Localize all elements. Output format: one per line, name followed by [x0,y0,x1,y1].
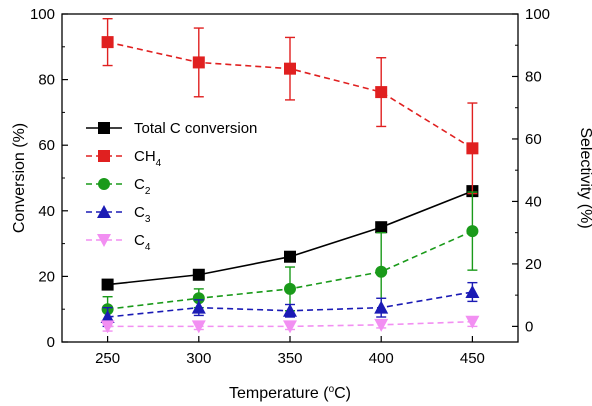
legend-label-4: C4 [134,232,151,253]
legend-marker-3 [97,205,111,218]
axes-layer: 250 300 350 400 450 0 20 40 60 80 100 0 20 40 60 80 100 [30,6,550,367]
y-right-tick-label-1: 20 [525,256,542,273]
data-point-3-1 [191,300,206,314]
y-right-tick-label-2: 40 [525,193,542,210]
legend-marker-4 [97,234,111,247]
data-point-0-2 [284,250,296,263]
y-right-tick-label-4: 80 [525,68,542,85]
x-axis-label: Temperature (oC) [229,384,351,402]
data-point-3-2 [283,303,297,317]
data-point-0-1 [192,268,205,281]
data-point-2-2 [284,282,296,295]
data-point-2-1 [192,292,205,305]
legend: Total C conversion CH4 C2 C3 C4 [86,120,257,253]
data-point-4-3 [374,318,389,332]
x-tick-label-3: 400 [369,350,394,367]
data-point-4-1 [191,320,206,334]
legend-marker-0 [98,122,110,134]
y-axis-label-right: Selectivity (%) [577,127,592,228]
data-point-1-0 [101,36,114,49]
x-tick-label-0: 250 [95,350,120,367]
y-right-tick-label-5: 100 [525,6,550,23]
y-right-tick-label-3: 60 [525,131,542,148]
series-4 [100,315,480,334]
data-point-4-2 [283,320,297,334]
series-1 [101,17,479,195]
data-point-1-2 [284,62,296,75]
legend-label-1: CH4 [134,148,162,169]
plot-layer [100,17,480,334]
legend-marker-1 [98,150,110,162]
data-point-0-3 [375,221,388,234]
data-point-1-1 [192,56,205,69]
y-left-tick-label-3: 60 [38,137,55,154]
data-point-1-3 [375,86,388,99]
y-axis-label-left: Conversion (%) [11,123,28,233]
data-point-3-0 [100,310,115,324]
data-point-1-4 [466,142,479,155]
x-tick-label-1: 300 [186,350,211,367]
data-point-0-0 [101,278,114,291]
data-point-4-4 [465,315,480,329]
y-left-tick-label-0: 0 [47,334,55,351]
legend-label-0: Total C conversion [134,120,257,137]
data-point-3-4 [465,285,480,299]
data-point-3-3 [374,300,389,314]
data-point-2-4 [466,225,479,238]
y-left-tick-label-2: 40 [38,203,55,220]
data-point-4-0 [100,320,115,334]
x-tick-label-2: 350 [277,350,302,367]
legend-label-3: C3 [134,204,151,225]
x-tick-label-4: 450 [460,350,485,367]
legend-marker-2 [98,178,110,190]
data-point-2-3 [375,265,388,278]
y-right-tick-label-0: 0 [525,318,533,335]
legend-label-2: C2 [134,176,151,197]
y-left-tick-label-5: 100 [30,6,55,23]
y-left-tick-label-1: 20 [38,268,55,285]
y-left-tick-label-4: 80 [38,72,55,89]
